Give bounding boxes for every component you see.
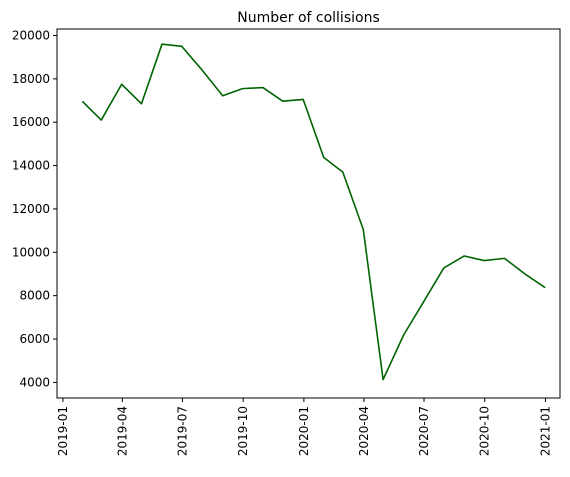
data-point: [342, 171, 344, 173]
data-point: [161, 43, 163, 45]
data-point: [121, 83, 123, 85]
data-point: [382, 378, 384, 381]
data-point: [362, 228, 364, 231]
data-point: [402, 334, 405, 336]
y-tick-label: 18000: [12, 72, 50, 86]
x-tick-label: 2019-01: [56, 406, 70, 456]
x-tick-label: 2021-01: [538, 406, 552, 456]
chart-title: Number of collisions: [237, 10, 379, 26]
data-point: [443, 267, 445, 269]
data-point: [82, 101, 84, 103]
data-point: [302, 98, 304, 101]
series-line: [82, 43, 546, 381]
x-tick-label: 2019-04: [115, 406, 129, 456]
data-point: [503, 257, 506, 259]
x-tick-label: 2020-01: [297, 406, 311, 456]
data-point: [140, 103, 143, 105]
data-point: [544, 286, 546, 289]
data-point: [262, 86, 264, 89]
data-point: [463, 255, 465, 257]
y-tick-label: 8000: [19, 289, 50, 303]
plot-frame: [56, 28, 561, 399]
y-tick-label: 6000: [19, 332, 50, 346]
y-tick-label: 14000: [12, 159, 50, 173]
data-point: [422, 301, 424, 303]
data-point: [100, 119, 102, 121]
y-tick-label: 4000: [19, 375, 50, 389]
y-tick-label: 16000: [12, 115, 50, 129]
x-tick-label: 2020-10: [478, 406, 492, 456]
x-tick-label: 2020-07: [417, 406, 431, 456]
data-point: [222, 95, 224, 97]
x-tick-label: 2019-10: [236, 406, 250, 456]
y-tick-label: 12000: [12, 202, 50, 216]
y-tick-label: 10000: [12, 245, 50, 259]
data-point: [523, 272, 525, 275]
data-point: [483, 259, 485, 262]
data-point: [181, 45, 183, 47]
data-point: [241, 88, 244, 90]
x-tick-label: 2019-07: [175, 406, 189, 456]
data-point: [282, 100, 284, 102]
data-point: [323, 156, 325, 158]
x-tick-label: 2020-04: [357, 406, 371, 456]
data-point: [201, 69, 203, 71]
y-tick-label: 20000: [12, 29, 50, 43]
